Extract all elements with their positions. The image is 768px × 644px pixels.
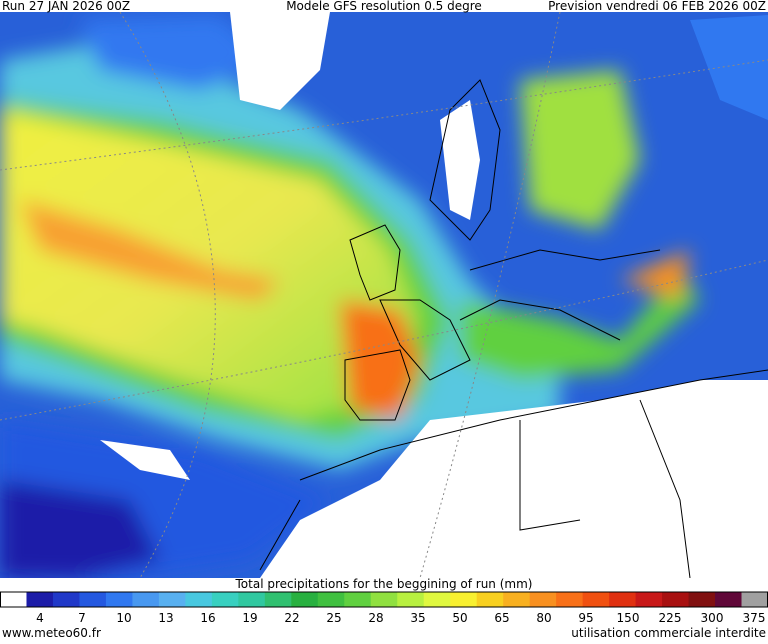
colorbar-label: 150	[617, 611, 640, 625]
colorbar-swatch	[635, 592, 663, 607]
colorbar-swatch	[609, 592, 637, 607]
colorbar-label: 4	[36, 611, 44, 625]
colorbar-title: Total precipitations for the beggining o…	[235, 577, 533, 591]
colorbar-label: 300	[701, 611, 724, 625]
colorbar-swatch	[715, 592, 743, 607]
forecast-label: Prevision vendredi 06 FEB 2026 00Z	[548, 0, 766, 13]
colorbar-swatch	[476, 592, 504, 607]
colorbar-swatch	[344, 592, 372, 607]
notice-label: utilisation commerciale interdite	[571, 626, 766, 640]
colorbar-label: 375	[743, 611, 766, 625]
colorbar-swatch	[211, 592, 239, 607]
colorbar-swatch	[370, 592, 398, 607]
colorbar-swatch	[185, 592, 213, 607]
colorbar-label: 10	[116, 611, 131, 625]
colorbar-swatch	[397, 592, 425, 607]
colorbar-swatch	[79, 592, 107, 607]
run-label: Run 27 JAN 2026 00Z	[2, 0, 130, 13]
colorbar-label: 50	[452, 611, 467, 625]
colorbar-swatch	[582, 592, 610, 607]
colorbar-label: 225	[659, 611, 682, 625]
colorbar-swatch	[688, 592, 716, 607]
colorbar-swatch	[52, 592, 80, 607]
colorbar-swatch	[158, 592, 186, 607]
colorbar-swatch	[556, 592, 584, 607]
colorbar-swatch	[264, 592, 292, 607]
colorbar-label: 80	[536, 611, 551, 625]
colorbar-swatch	[317, 592, 345, 607]
model-label: Modele GFS resolution 0.5 degre	[286, 0, 482, 13]
site-label: www.meteo60.fr	[2, 626, 101, 640]
colorbar-swatch	[662, 592, 690, 607]
colorbar-swatch	[741, 592, 768, 607]
colorbar-label: 7	[78, 611, 86, 625]
colorbar-swatch	[0, 592, 27, 607]
colorbar-label: 65	[494, 611, 509, 625]
colorbar-label: 13	[158, 611, 173, 625]
colorbar-label: 19	[242, 611, 257, 625]
colorbar-swatch	[26, 592, 54, 607]
colorbar-swatch	[503, 592, 531, 607]
colorbar-label: 25	[326, 611, 341, 625]
colorbar-swatch	[132, 592, 160, 607]
colorbar-label: 22	[284, 611, 299, 625]
colorbar: 4 7 10 13 16 19 22 25 28 35 50 65 80 95 150 225 300 375	[0, 591, 768, 625]
colorbar-swatch	[450, 592, 478, 607]
colorbar-swatch	[105, 592, 133, 607]
map	[0, 11, 768, 580]
colorbar-swatch	[529, 592, 557, 607]
colorbar-swatch	[238, 592, 266, 607]
colorbar-label: 28	[368, 611, 383, 625]
colorbar-swatch	[291, 592, 319, 607]
colorbar-label: 35	[410, 611, 425, 625]
colorbar-swatch	[423, 592, 451, 607]
colorbar-label: 16	[200, 611, 215, 625]
colorbar-label: 95	[578, 611, 593, 625]
